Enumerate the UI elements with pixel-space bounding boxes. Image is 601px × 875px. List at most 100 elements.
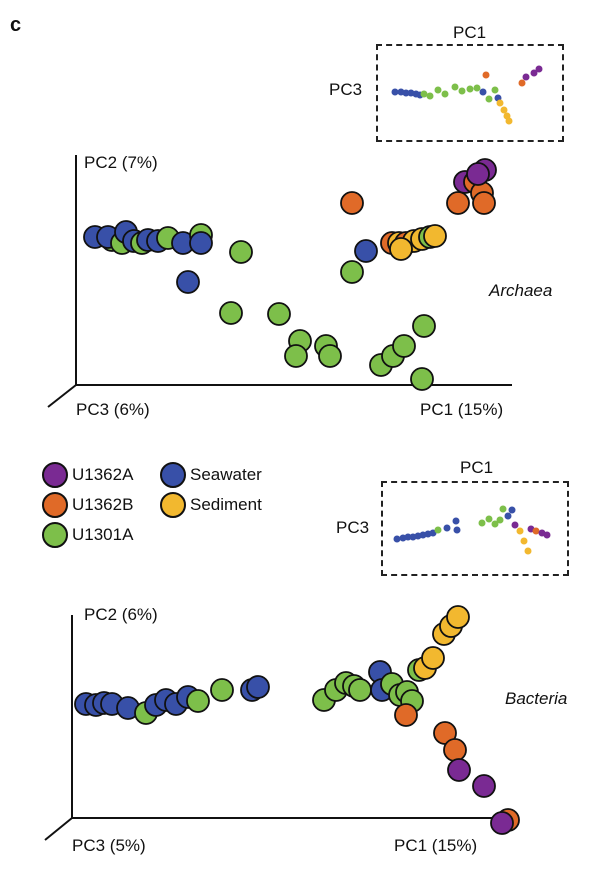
bacteria-point-27 bbox=[421, 646, 445, 670]
bacteria-point-33 bbox=[443, 738, 467, 762]
bacteria-point-35 bbox=[472, 774, 496, 798]
archaea-z-axis bbox=[47, 384, 77, 408]
bacteria-inset-point-13 bbox=[485, 515, 493, 523]
bacteria-inset-pc3-label: PC3 bbox=[336, 518, 370, 537]
legend-swatch-seawater bbox=[160, 462, 186, 488]
bacteria-inset-point-12 bbox=[478, 519, 486, 527]
legend-item-u1362a: U1362A bbox=[42, 462, 133, 488]
archaea-inset-point-17 bbox=[491, 86, 499, 94]
bacteria-point-34 bbox=[447, 758, 471, 782]
bacteria-inset-point-14 bbox=[491, 520, 499, 528]
bacteria-axes bbox=[44, 615, 512, 841]
panel-letter: c bbox=[10, 14, 22, 36]
bacteria-points bbox=[74, 605, 520, 835]
archaea-inset-point-15 bbox=[479, 88, 487, 96]
bacteria-inset-point-20 bbox=[516, 527, 524, 535]
archaea-inset-point-14 bbox=[482, 71, 490, 79]
archaea-point-27 bbox=[412, 314, 436, 338]
archaea-inset-point-13 bbox=[473, 84, 481, 92]
legend-label-u1362a: U1362A bbox=[72, 465, 134, 484]
archaea-inset-point-11 bbox=[458, 87, 466, 95]
archaea-point-16 bbox=[267, 302, 291, 326]
archaea-point-12 bbox=[189, 231, 213, 255]
archaea-inset-point-7 bbox=[426, 92, 434, 100]
legend-item-seawater: Seawater bbox=[160, 462, 262, 488]
archaea-inset-point-26 bbox=[535, 65, 543, 73]
bacteria-z-axis-label: PC3 (5%) bbox=[72, 836, 146, 855]
bacteria-inset-point-11 bbox=[452, 517, 460, 525]
bacteria-point-31 bbox=[394, 703, 418, 727]
bacteria-inset-box bbox=[381, 481, 569, 576]
bacteria-inset-point-2 bbox=[404, 533, 412, 541]
bacteria-inset-point-15 bbox=[496, 516, 504, 524]
archaea-point-13 bbox=[229, 240, 253, 264]
bacteria-point-37 bbox=[490, 811, 514, 835]
archaea-axes bbox=[47, 155, 512, 408]
legend-item-u1362b: U1362B bbox=[42, 492, 133, 518]
bacteria-inset-point-10 bbox=[453, 526, 461, 534]
legend-swatch-u1362a bbox=[42, 462, 68, 488]
bacteria-inset-point-9 bbox=[443, 524, 451, 532]
bacteria-z-axis bbox=[44, 817, 73, 841]
bacteria-point-10 bbox=[186, 689, 210, 713]
bacteria-inset-pc1-label: PC1 bbox=[460, 458, 494, 477]
bacteria-inset-point-17 bbox=[504, 512, 512, 520]
archaea-inset-pc3-label: PC3 bbox=[329, 80, 363, 99]
legend-label-sediment: Sediment bbox=[190, 495, 262, 514]
archaea-point-14 bbox=[176, 270, 200, 294]
bacteria-point-18 bbox=[348, 678, 372, 702]
archaea-point-37 bbox=[446, 191, 470, 215]
archaea-inset-point-12 bbox=[466, 85, 474, 93]
bacteria-inset-point-18 bbox=[508, 506, 516, 514]
bacteria-inset-point-16 bbox=[499, 505, 507, 513]
archaea-z-axis-label: PC3 (6%) bbox=[76, 400, 150, 419]
archaea-inset-point-22 bbox=[505, 117, 513, 125]
bacteria-point-11 bbox=[210, 678, 234, 702]
bacteria-inset-point-22 bbox=[524, 547, 532, 555]
archaea-point-43 bbox=[466, 162, 490, 186]
archaea-inset-points bbox=[391, 65, 543, 125]
bacteria-inset-point-21 bbox=[520, 537, 528, 545]
legend-item-sediment: Sediment bbox=[160, 492, 262, 518]
legend-label-seawater: Seawater bbox=[190, 465, 262, 484]
bacteria-inset-point-19 bbox=[511, 521, 519, 529]
legend-label-u1362b: U1362B bbox=[72, 495, 134, 514]
archaea-points bbox=[83, 158, 497, 391]
archaea-inset-point-20 bbox=[500, 106, 508, 114]
archaea-point-26 bbox=[392, 334, 416, 358]
archaea-inset-box bbox=[376, 44, 564, 142]
archaea-inset-point-19 bbox=[496, 99, 504, 107]
bacteria-point-13 bbox=[246, 675, 270, 699]
archaea-inset-point-25 bbox=[530, 69, 538, 77]
bacteria-inset-point-26 bbox=[543, 531, 551, 539]
archaea-inset-point-10 bbox=[451, 83, 459, 91]
archaea-point-22 bbox=[354, 239, 378, 263]
archaea-point-20 bbox=[318, 344, 342, 368]
legend-swatch-u1362b bbox=[42, 492, 68, 518]
archaea-inset-point-0 bbox=[391, 88, 399, 96]
archaea-y-axis-label: PC2 (7%) bbox=[84, 153, 158, 172]
archaea-inset-point-8 bbox=[434, 86, 442, 94]
legend-swatch-sediment bbox=[160, 492, 186, 518]
archaea-point-21 bbox=[340, 191, 364, 215]
bacteria-taxon-label: Bacteria bbox=[505, 689, 568, 708]
archaea-point-35 bbox=[423, 224, 447, 248]
archaea-point-23 bbox=[340, 260, 364, 284]
archaea-inset-point-23 bbox=[518, 79, 526, 87]
archaea-point-18 bbox=[284, 344, 308, 368]
archaea-inset-pc1-label: PC1 bbox=[453, 23, 487, 42]
archaea-inset-point-9 bbox=[441, 90, 449, 98]
archaea-point-41 bbox=[472, 191, 496, 215]
archaea-inset-point-2 bbox=[402, 89, 410, 97]
bacteria-point-30 bbox=[446, 605, 470, 629]
archaea-x-axis-label: PC1 (15%) bbox=[420, 400, 504, 419]
bacteria-inset-point-24 bbox=[532, 527, 540, 535]
legend-label-u1301a: U1301A bbox=[72, 525, 134, 544]
bacteria-y-axis-label: PC2 (6%) bbox=[84, 605, 158, 624]
bacteria-inset-points bbox=[393, 505, 551, 555]
bacteria-x-axis-label: PC1 (15%) bbox=[394, 836, 478, 855]
archaea-point-15 bbox=[219, 301, 243, 325]
archaea-inset-point-16 bbox=[485, 95, 493, 103]
legend-item-u1301a: U1301A bbox=[42, 522, 133, 548]
